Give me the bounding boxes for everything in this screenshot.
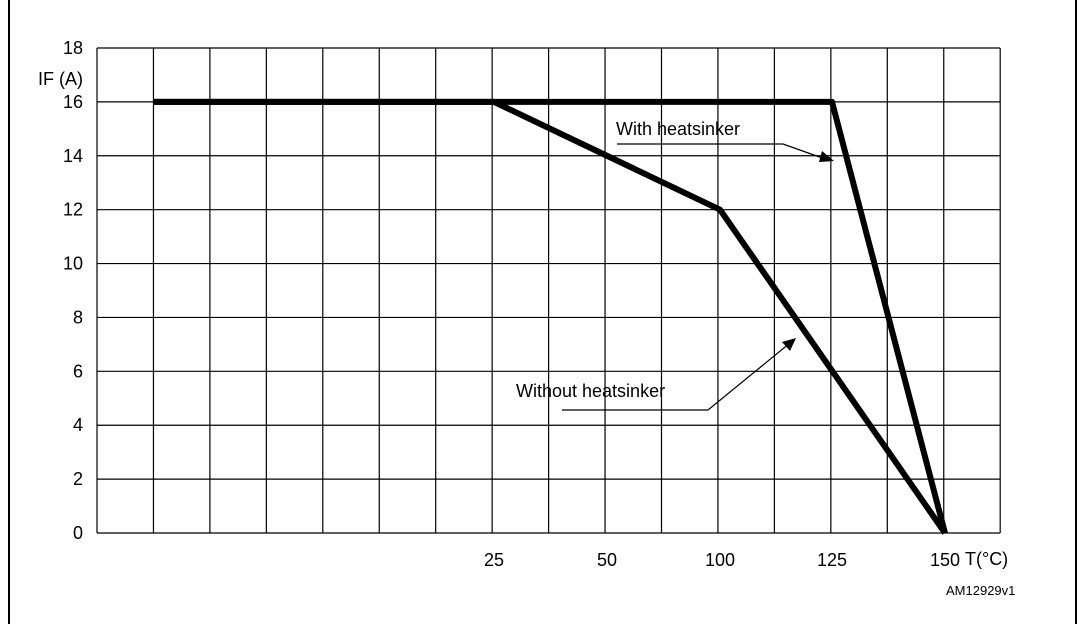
x-tick-label: 150 (930, 550, 960, 570)
x-tick-label: 25 (484, 550, 504, 570)
with-heatsinker-arrowhead (819, 151, 834, 162)
x-tick-label: 50 (597, 550, 617, 570)
figure-code: AM12929v1 (946, 583, 1015, 598)
without-heatsinker-label: Without heatsinker (516, 381, 665, 401)
x-axis-label: T(°C) (965, 549, 1008, 569)
y-tick-label: 10 (63, 254, 83, 274)
grid (96, 47, 1001, 534)
y-tick-label: 14 (63, 146, 83, 166)
with-heatsinker-label: With heatsinker (616, 119, 740, 139)
y-tick-label: 2 (73, 469, 83, 489)
y-tick-label: 0 (73, 523, 83, 543)
x-tick-label: 125 (817, 550, 847, 570)
x-tick-label: 100 (705, 550, 735, 570)
y-tick-label: 8 (73, 307, 83, 327)
y-tick-label: 18 (63, 38, 83, 58)
without-heatsinker-arrowhead (782, 338, 796, 351)
with-heatsinker-leader (617, 143, 829, 161)
without-heatsinker-leader (562, 342, 791, 411)
y-tick-label: 12 (63, 200, 83, 220)
x-tick-labels: 25 50 100 125 150 (484, 550, 960, 570)
without-heatsinker-line (154, 98, 948, 535)
y-axis-label: IF (A) (38, 69, 83, 89)
y-tick-label: 4 (73, 415, 83, 435)
y-tick-label: 16 (63, 92, 83, 112)
y-tick-labels: 0 2 4 6 8 10 12 14 16 18 (63, 38, 83, 543)
series-group (154, 98, 948, 535)
y-tick-label: 6 (73, 361, 83, 381)
figure-border (8, 0, 1077, 629)
